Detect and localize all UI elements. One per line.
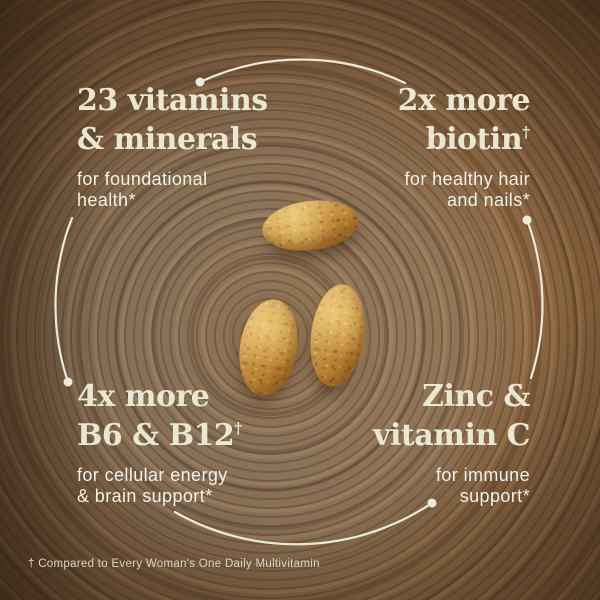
headline-line: biotin†	[425, 122, 530, 157]
arc-endpoint-dot	[427, 498, 437, 508]
callout-headline: 4x more B6 & B12†	[77, 380, 242, 452]
subtext-line: for foundational	[77, 169, 208, 189]
headline-line: 4x more	[77, 379, 210, 414]
subtext-line: and nails*	[446, 190, 530, 210]
headline-line: & minerals	[77, 122, 258, 157]
subtext-line: & brain support*	[77, 486, 213, 506]
headline-line: B6 & B12†	[77, 418, 243, 453]
subtext-line: health*	[77, 190, 136, 210]
headline-line: 23 vitamins	[77, 83, 268, 118]
subtext-line: for cellular energy	[77, 465, 228, 485]
callout-subtext: for immune support*	[373, 465, 530, 507]
callout-zinc-vitamin-c: Zinc & vitamin C for immune support*	[373, 380, 530, 507]
callout-b6-b12: 4x more B6 & B12† for cellular energy & …	[77, 380, 242, 507]
arc-right	[525, 218, 544, 380]
callout-biotin: 2x more biotin† for healthy hair and nai…	[397, 83, 531, 211]
headline-line: vitamin C	[373, 418, 530, 453]
arc-endpoint-dot	[522, 215, 532, 225]
callout-subtext: for foundational health*	[77, 169, 268, 211]
arc-left	[54, 216, 74, 384]
callout-headline: 2x more biotin†	[397, 83, 531, 157]
subtext-line: for immune	[435, 465, 530, 485]
callout-headline: 23 vitamins & minerals	[77, 84, 268, 156]
callout-headline: Zinc & vitamin C	[373, 380, 530, 452]
callout-subtext: for healthy hair and nails*	[398, 169, 530, 211]
dagger-superscript: †	[522, 123, 530, 141]
dagger-superscript: †	[234, 419, 243, 437]
comparison-footnote: † Compared to Every Woman's One Daily Mu…	[28, 558, 320, 570]
callout-subtext: for cellular energy & brain support*	[77, 465, 242, 507]
arc-endpoint-dot	[63, 377, 73, 387]
subtext-line: for healthy hair	[404, 169, 530, 189]
subtext-line: support*	[459, 486, 530, 506]
callout-vitamins-minerals: 23 vitamins & minerals for foundational …	[77, 84, 268, 211]
headline-line: 2x more	[397, 83, 531, 118]
headline-line: Zinc &	[422, 379, 530, 414]
arc-bottom	[173, 501, 434, 546]
arc-endpoint-dot	[195, 77, 205, 87]
arc-top	[198, 58, 407, 85]
